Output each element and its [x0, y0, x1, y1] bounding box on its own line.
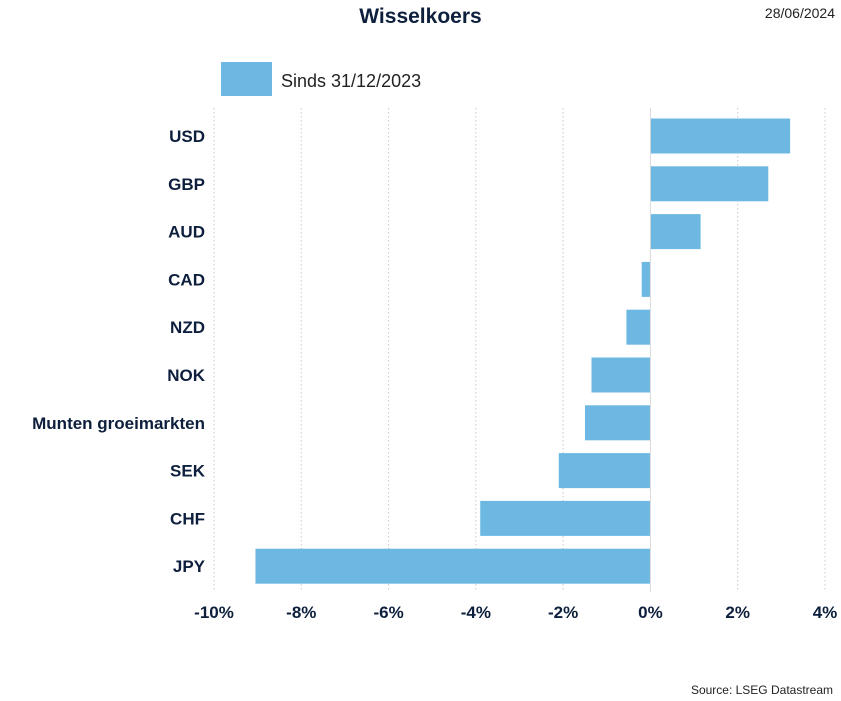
category-label: USD: [169, 127, 205, 146]
x-tick-label: -6%: [373, 603, 403, 622]
bar: [584, 405, 651, 441]
category-label: JPY: [173, 557, 206, 576]
bar: [650, 166, 769, 202]
x-tick-label: 0%: [638, 603, 663, 622]
category-label: CAD: [168, 270, 205, 289]
bar: [480, 500, 651, 536]
x-tick-label: -4%: [461, 603, 491, 622]
legend-swatch: [221, 62, 272, 96]
bar: [650, 118, 791, 154]
bar: [591, 357, 651, 393]
legend-label: Sinds 31/12/2023: [281, 71, 422, 91]
category-label: CHF: [170, 509, 205, 528]
x-tick-label: 4%: [813, 603, 838, 622]
x-tick-label: -8%: [286, 603, 316, 622]
bar: [641, 261, 651, 297]
bar: [255, 548, 651, 584]
source-note: Source: LSEG Datastream: [690, 683, 833, 697]
x-tick-label: 2%: [725, 603, 750, 622]
category-label: AUD: [168, 223, 205, 242]
category-label: GBP: [168, 175, 205, 194]
chart-title: Wisselkoers: [359, 5, 482, 28]
bar: [558, 453, 651, 489]
category-label: NOK: [167, 366, 206, 385]
bar: [650, 214, 701, 250]
category-label: Munten groeimarkten: [32, 414, 205, 433]
category-label: NZD: [170, 318, 205, 337]
x-tick-label: -10%: [194, 603, 234, 622]
category-label: SEK: [170, 462, 206, 481]
x-tick-label: -2%: [548, 603, 578, 622]
date-label: 28/06/2024: [764, 5, 835, 21]
bar: [626, 309, 651, 345]
